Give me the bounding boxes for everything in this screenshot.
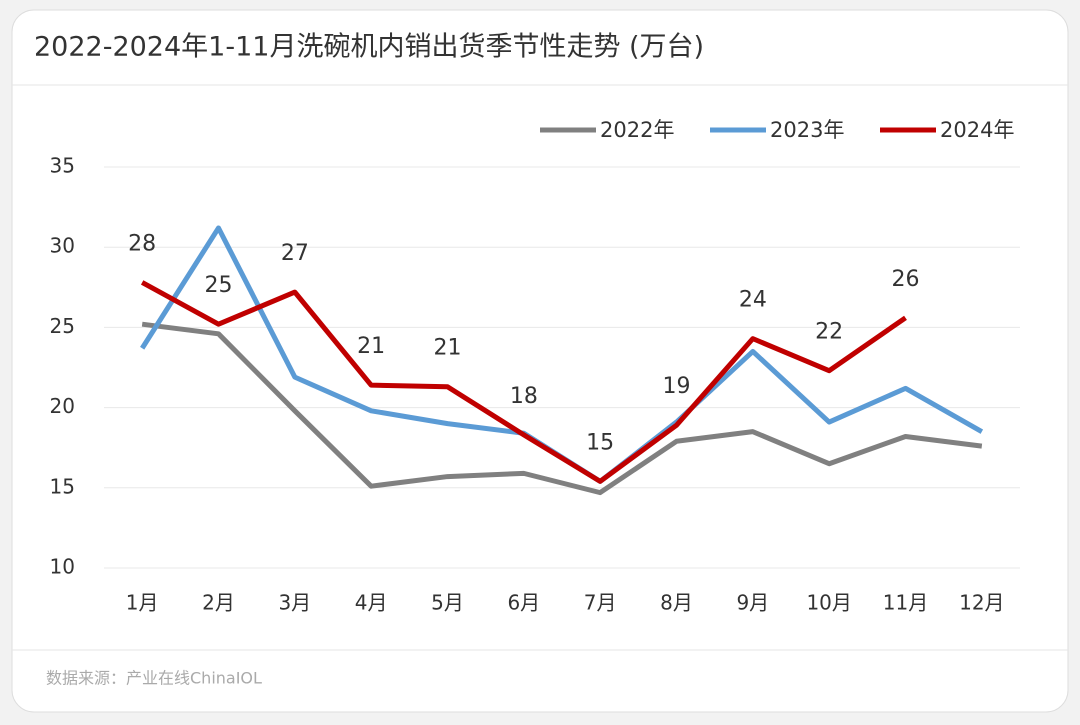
series-line <box>141 321 983 496</box>
data-label: 22 <box>815 320 843 345</box>
data-label: 21 <box>434 336 462 361</box>
x-tick-label: 6月 <box>507 591 540 615</box>
x-tick-label: 1月 <box>126 591 159 615</box>
y-tick-label: 10 <box>50 555 75 579</box>
x-tick-label: 12月 <box>959 591 1004 615</box>
x-tick-label: 11月 <box>883 591 928 615</box>
legend-label: 2023年 <box>770 118 844 142</box>
data-label: 26 <box>892 267 920 292</box>
y-tick-label: 20 <box>50 394 75 418</box>
y-tick-label: 35 <box>50 154 75 178</box>
legend-label: 2024年 <box>940 118 1014 142</box>
data-label: 24 <box>739 288 767 313</box>
series-line <box>140 280 907 484</box>
x-tick-label: 8月 <box>660 591 693 615</box>
y-tick-label: 25 <box>50 314 75 338</box>
card <box>11 9 1069 713</box>
x-tick-label: 5月 <box>431 591 464 615</box>
x-tick-label: 4月 <box>355 591 388 615</box>
y-tick-label: 30 <box>50 234 75 258</box>
data-label: 28 <box>128 231 156 256</box>
data-label: 19 <box>663 374 691 399</box>
data-label: 25 <box>205 273 233 298</box>
data-label: 15 <box>586 430 614 455</box>
source: 数据来源：产业在线ChinaIOL <box>46 669 262 688</box>
x-tick-label: 10月 <box>806 591 851 615</box>
legend-label: 2022年 <box>600 118 674 142</box>
x-tick-label: 3月 <box>278 591 311 615</box>
data-label: 27 <box>281 241 309 266</box>
x-tick-label: 2月 <box>202 591 235 615</box>
x-tick-label: 9月 <box>736 591 769 615</box>
chart-title: 2022-2024年1-11月洗碗机内销出货季节性走势 (万台) <box>34 32 704 63</box>
y-tick-label: 15 <box>50 474 75 498</box>
data-label: 21 <box>357 334 385 359</box>
data-label: 18 <box>510 384 538 409</box>
x-tick-label: 7月 <box>584 591 617 615</box>
